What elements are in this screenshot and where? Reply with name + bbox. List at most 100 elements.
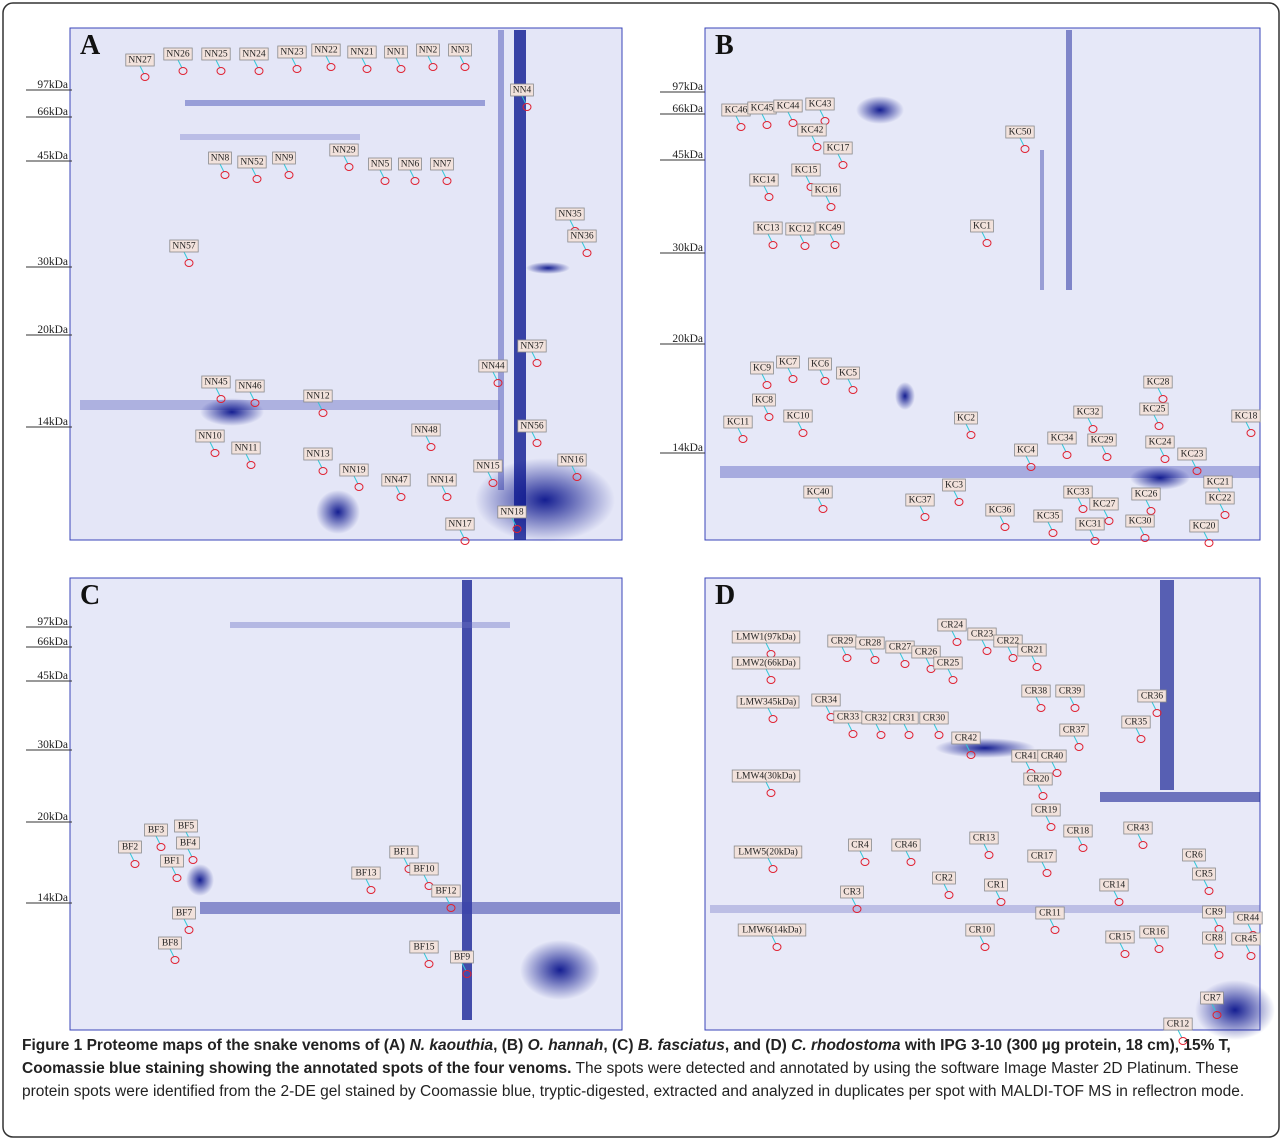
page: {"panels": [ {"letter": "A", "markers": … <box>0 0 1282 1140</box>
spot-label-text: NN37 <box>520 342 543 352</box>
spot-label-text: CR7 <box>1203 994 1221 1004</box>
mw-marker: 30kDa <box>37 256 68 268</box>
spot-label-text: KC37 <box>909 496 932 506</box>
caption-segment: C. rhodostoma <box>791 1037 900 1054</box>
spot-label-text: BF1 <box>164 857 181 867</box>
spot-label-text: CR23 <box>971 630 993 640</box>
mw-marker: 97kDa <box>37 616 68 628</box>
spot-label-text: NN15 <box>476 462 499 472</box>
spot-label-text: CR35 <box>1125 718 1147 728</box>
panel-letter: D <box>715 580 735 611</box>
spot-label-text: NN19 <box>342 466 365 476</box>
spot-label-text: KC15 <box>795 166 818 176</box>
spot-label-text: CR8 <box>1205 934 1223 944</box>
caption-segment: O. hannah <box>528 1037 604 1054</box>
spot-label-text: CR29 <box>831 637 853 647</box>
spot-label-text: CR5 <box>1195 870 1213 880</box>
spot-label-text: CR28 <box>859 639 881 649</box>
gel-streak <box>498 30 504 490</box>
caption-segment: , (B) <box>493 1037 527 1054</box>
spot-label-text: BF7 <box>176 909 193 919</box>
caption-segment: B. fasciatus <box>638 1037 725 1054</box>
spot-label-text: KC1 <box>973 222 991 232</box>
spot-label-text: NN25 <box>204 50 227 60</box>
spot-label-text: BF5 <box>178 822 195 832</box>
spot-label-text: KC21 <box>1207 478 1230 488</box>
spot-label-text: CR11 <box>1039 909 1061 919</box>
figure: A97kDa66kDa45kDa30kDa20kDa14kDaNN27NN26N… <box>0 0 1282 1140</box>
spot-label-text: NN5 <box>371 160 390 170</box>
spot-label-text: NN24 <box>242 50 265 60</box>
mw-marker: 20kDa <box>37 811 68 823</box>
panel-letter: A <box>80 30 101 61</box>
spot-label-text: NN9 <box>275 154 294 164</box>
spot-label-text: NN3 <box>451 46 470 56</box>
spot-label-text: NN7 <box>433 160 452 170</box>
spot-label-text: LMW345kDa) <box>740 697 796 708</box>
mw-marker: 14kDa <box>37 416 68 428</box>
spot-label-text: CR44 <box>1237 914 1259 924</box>
spot-label-text: CR10 <box>969 926 991 936</box>
spot-label-text: CR15 <box>1109 933 1131 943</box>
spot-label-text: CR41 <box>1015 752 1037 762</box>
mw-marker: 45kDa <box>672 149 703 161</box>
spot-label-text: KC18 <box>1235 412 1258 422</box>
mw-marker: 66kDa <box>37 636 68 648</box>
caption-segment: N. kaouthia <box>410 1037 494 1054</box>
spot-label-text: CR22 <box>997 637 1019 647</box>
spot-label-text: KC28 <box>1147 378 1170 388</box>
spot-label-text: CR38 <box>1025 687 1047 697</box>
gel-streak <box>1160 580 1174 790</box>
spot-label-text: NN4 <box>513 86 532 96</box>
spot-label-text: NN23 <box>280 48 303 58</box>
spot-label-text: KC30 <box>1129 517 1152 527</box>
spot-label-text: NN13 <box>306 450 329 460</box>
gel-band <box>185 100 485 106</box>
spot-label-text: BF2 <box>122 843 139 853</box>
gel-streak <box>1040 150 1044 290</box>
gel-d <box>705 578 1260 1030</box>
spot-label-text: NN56 <box>520 422 543 432</box>
mw-marker: 14kDa <box>37 892 68 904</box>
gel-band <box>180 134 360 140</box>
gel-blob <box>316 490 360 534</box>
mw-marker: 66kDa <box>37 106 68 118</box>
spot-label-text: KC29 <box>1091 436 1114 446</box>
spot-label-text: CR13 <box>973 834 995 844</box>
mw-marker: 45kDa <box>37 150 68 162</box>
spot-outline <box>1205 540 1213 547</box>
spot-label-text: NN1 <box>387 48 406 58</box>
spot-label-text: CR40 <box>1041 752 1063 762</box>
spot-label-text: KC12 <box>789 225 812 235</box>
spot-label-text: NN10 <box>198 432 221 442</box>
spot-label-text: KC33 <box>1067 488 1090 498</box>
spot-label-text: KC22 <box>1209 494 1232 504</box>
mw-marker: 30kDa <box>37 739 68 751</box>
mw-marker: 66kDa <box>672 103 703 115</box>
spot-label-text: CR6 <box>1185 851 1203 861</box>
spot-label-text: KC42 <box>801 126 824 136</box>
spot-label-text: NN44 <box>481 362 504 372</box>
spot-label-text: BF10 <box>413 865 434 875</box>
spot-label-text: NN11 <box>235 444 258 454</box>
spot-label-text: KC32 <box>1077 408 1100 418</box>
gel-blob <box>895 382 915 410</box>
spot-label-text: CR42 <box>955 734 977 744</box>
spot-label-text: BF9 <box>454 953 471 963</box>
spot-label-text: KC44 <box>777 102 800 112</box>
spot-label-text: NN2 <box>419 46 438 56</box>
gel-blob <box>200 398 264 426</box>
spot-label-text: NN17 <box>448 520 471 530</box>
mw-marker: 97kDa <box>672 81 703 93</box>
gel-blob <box>1195 980 1275 1040</box>
mw-marker: 20kDa <box>37 324 68 336</box>
spot-label-text: KC23 <box>1181 450 1204 460</box>
spot-label-text: CR33 <box>837 713 859 723</box>
spot-label-text: KC9 <box>753 364 771 374</box>
spot-label-text: LMW2(66kDa) <box>736 658 796 669</box>
spot-label-text: NN6 <box>401 160 420 170</box>
gels <box>70 28 1275 1040</box>
spot-label-text: KC26 <box>1135 490 1158 500</box>
spot-label-text: NN16 <box>560 456 583 466</box>
spot-label-text: KC14 <box>753 176 776 186</box>
